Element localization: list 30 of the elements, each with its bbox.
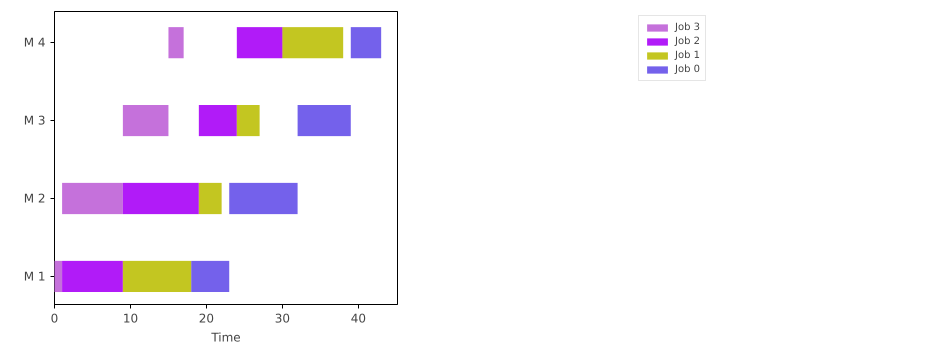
bar bbox=[198, 105, 237, 136]
bar bbox=[236, 105, 260, 136]
x-tick-label: 20 bbox=[198, 312, 214, 326]
x-axis-title: Time bbox=[210, 330, 241, 344]
bar bbox=[191, 260, 230, 292]
y-tick-label: M 1 bbox=[24, 269, 46, 284]
y-tick-label: M 4 bbox=[24, 36, 46, 50]
legend-label: Job 2 bbox=[675, 35, 700, 47]
bar bbox=[122, 260, 192, 292]
bar bbox=[54, 260, 62, 292]
bar bbox=[198, 182, 222, 214]
bar bbox=[229, 182, 298, 214]
x-tick-label: 30 bbox=[274, 312, 290, 326]
y-tick-label: M 2 bbox=[24, 192, 46, 206]
bar bbox=[122, 105, 168, 136]
bar bbox=[62, 260, 123, 292]
bar bbox=[62, 182, 123, 214]
legend-label: Job 0 bbox=[675, 63, 700, 75]
x-tick-label: 10 bbox=[122, 312, 138, 326]
bar bbox=[282, 27, 344, 58]
bar bbox=[298, 105, 351, 136]
legend-label: Job 1 bbox=[675, 49, 700, 61]
y-tick-label: M 3 bbox=[24, 114, 46, 128]
bar bbox=[350, 27, 382, 58]
legend-label: Job 3 bbox=[675, 21, 700, 33]
bar bbox=[168, 27, 184, 58]
x-tick-label: 0 bbox=[50, 312, 58, 326]
bar bbox=[236, 27, 282, 58]
bar bbox=[122, 182, 199, 214]
x-tick-label: 40 bbox=[350, 312, 366, 326]
